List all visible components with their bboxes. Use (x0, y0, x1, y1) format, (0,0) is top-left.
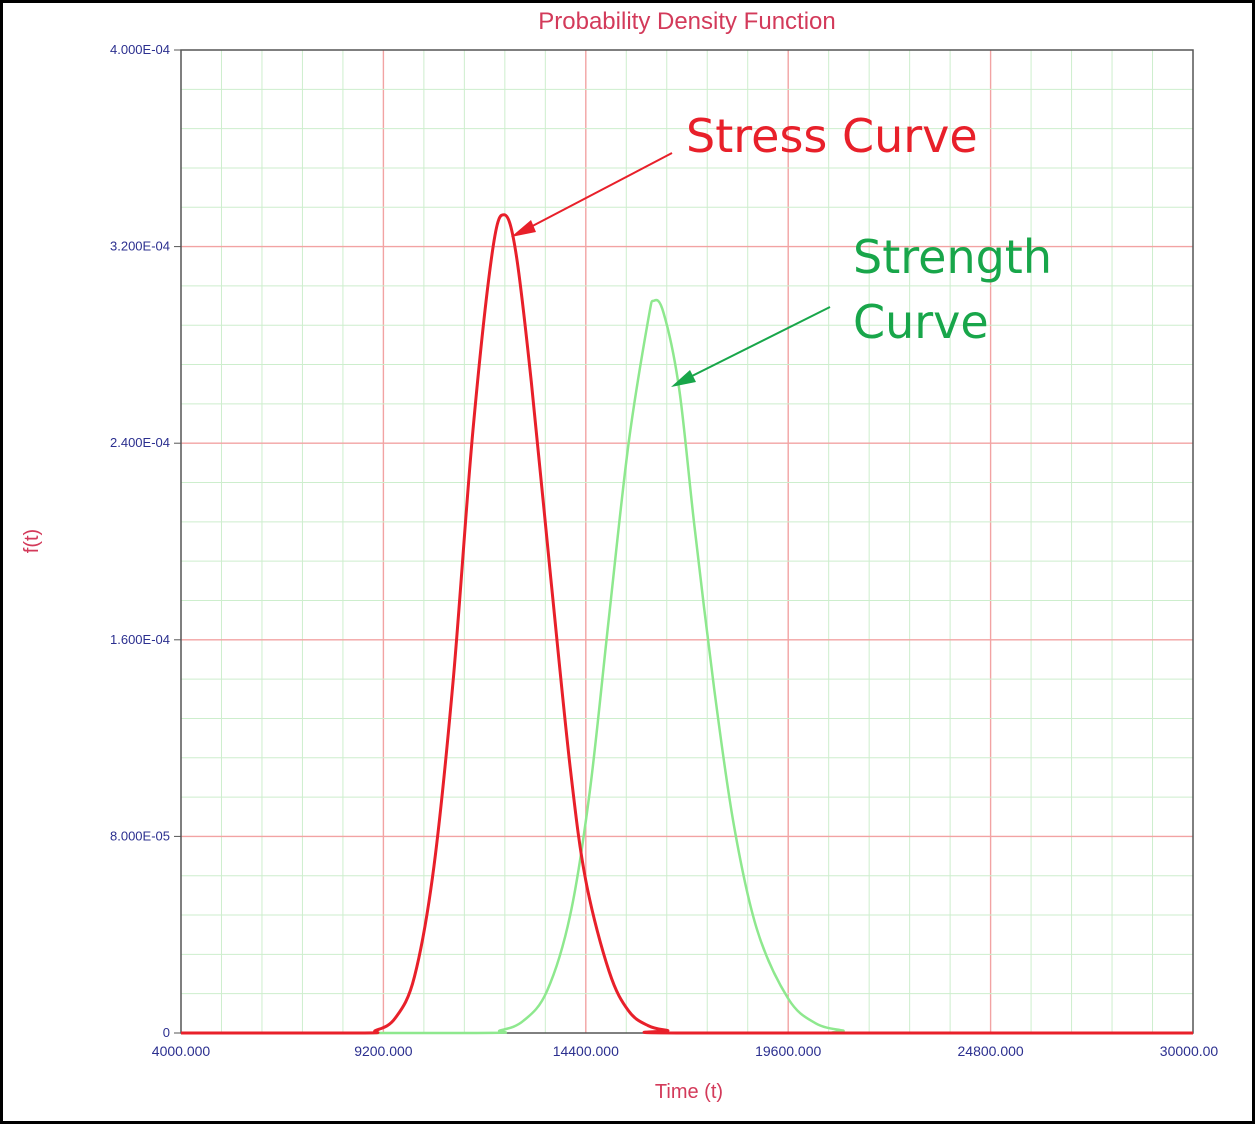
x-tick-label: 14400.000 (553, 1043, 619, 1059)
y-tick-labels: 0 8.000E-05 1.600E-04 2.400E-04 3.200E-04 4.0… (110, 42, 181, 1040)
y-tick-label: 4.000E-04 (110, 42, 170, 57)
plot-border (180, 49, 1194, 1034)
stress-curve-line (180, 213, 1193, 1035)
x-tick-label: 30000.00 (1160, 1043, 1219, 1059)
strength-curve-line (180, 298, 1193, 1035)
strength-curve-arrow (681, 306, 831, 382)
x-tick-label: 24800.000 (958, 1043, 1024, 1059)
y-tick-label: 2.400E-04 (110, 435, 170, 450)
x-axis-label: Time (t) (655, 1081, 723, 1103)
y-axis-label: f(t) (21, 529, 43, 553)
strength-curve-annotation-line2: Curve (853, 295, 989, 349)
strength-curve-arrowhead (671, 370, 696, 387)
y-tick-label: 8.000E-05 (110, 828, 170, 843)
stress-curve-arrowhead (511, 220, 536, 237)
series-lines (180, 213, 1193, 1035)
x-tick-label: 19600.000 (755, 1043, 821, 1059)
x-tick-labels: 4000.000 9200.000 14400.000 19600.000 24800.… (152, 1043, 1219, 1059)
x-tick-label: 4000.000 (152, 1043, 211, 1059)
y-tick-label: 3.200E-04 (110, 239, 170, 254)
stress-curve-annotation: Stress Curve (686, 109, 978, 163)
y-tick-label: 1.600E-04 (110, 632, 170, 647)
x-tick-label: 9200.000 (354, 1043, 413, 1059)
y-tick-label: 0 (163, 1025, 170, 1040)
stress-curve-arrow (520, 152, 673, 233)
strength-curve-annotation-line1: Strength (853, 230, 1052, 284)
chart-title: Probability Density Function (538, 8, 835, 35)
grid (181, 50, 1193, 1033)
